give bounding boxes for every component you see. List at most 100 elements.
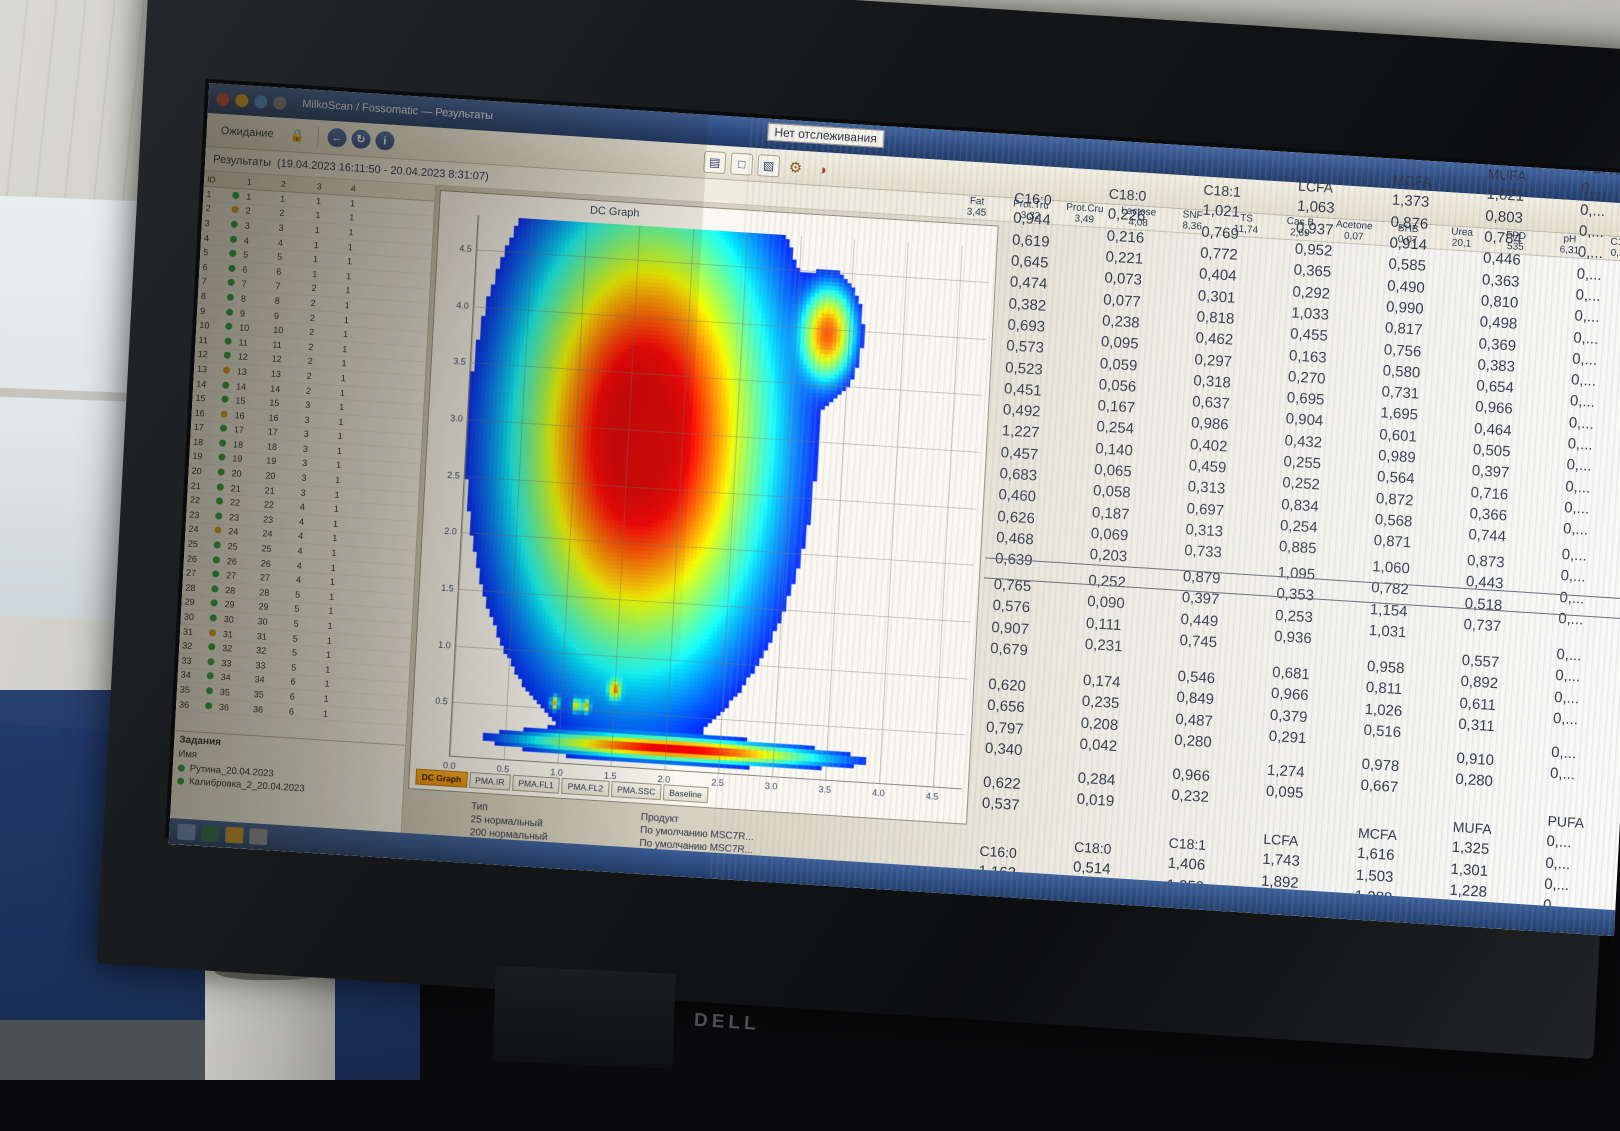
info-icon[interactable]: i bbox=[375, 131, 395, 151]
application-screen: MilkoScan / Fossomatic — Результаты Ожид… bbox=[169, 83, 1620, 936]
row-cell: 5 bbox=[274, 252, 310, 264]
monitor-brand-logo: DELL bbox=[693, 1010, 760, 1036]
row-cell: 19 bbox=[263, 456, 299, 468]
status-badge bbox=[225, 234, 242, 245]
row-cell: 17 bbox=[231, 424, 265, 436]
row-cell: 2 bbox=[308, 283, 342, 295]
row-cell: 4 bbox=[293, 560, 327, 572]
row-cell: 1 bbox=[313, 196, 347, 208]
document-icon[interactable]: □ bbox=[730, 152, 753, 175]
row-cell: 1 bbox=[335, 416, 371, 428]
status-ok-icon bbox=[177, 777, 184, 784]
row-cell: 1 bbox=[346, 212, 382, 224]
row-cell: 2 bbox=[307, 298, 341, 310]
status-badge bbox=[220, 321, 237, 332]
row-cell: 20 bbox=[228, 468, 262, 480]
tab-pma-fl2[interactable]: PMA.FL2 bbox=[561, 778, 609, 797]
row-cell: 1 bbox=[312, 210, 346, 222]
tab-pma-fl1[interactable]: PMA.FL1 bbox=[512, 775, 560, 794]
back-icon[interactable]: ← bbox=[327, 128, 347, 148]
row-id: 21 bbox=[188, 480, 212, 492]
fatty-acid-results-table[interactable]: C16:0C18:0C18:1LCFAMCFAMUFAPUFA0,9440,22… bbox=[967, 134, 1620, 936]
status-ok-icon bbox=[225, 323, 232, 330]
row-cell: 6 bbox=[286, 691, 320, 703]
status-badge bbox=[207, 569, 224, 580]
row-id: 1 bbox=[203, 189, 227, 201]
taskbar-app-3[interactable] bbox=[225, 827, 244, 844]
status-warn-icon bbox=[231, 206, 238, 213]
row-cell: 6 bbox=[239, 264, 273, 276]
report-icon[interactable]: ▧ bbox=[757, 154, 780, 177]
sample-icon[interactable]: ▤ bbox=[703, 150, 726, 173]
signal-icon[interactable]: ◑ bbox=[811, 157, 834, 180]
row-cell: 14 bbox=[233, 381, 267, 393]
row-cell: 7 bbox=[272, 281, 308, 293]
table-cell: 0,679 bbox=[980, 639, 1075, 662]
row-cell: 1 bbox=[329, 533, 365, 545]
settings-icon[interactable]: ⚙ bbox=[784, 155, 807, 178]
taskbar-app-2[interactable] bbox=[201, 825, 220, 842]
row-cell: 2 bbox=[276, 208, 312, 220]
taskbar-app-4[interactable] bbox=[249, 828, 268, 845]
tab-dc-graph[interactable]: DC Graph bbox=[415, 769, 467, 788]
row-cell: 3 bbox=[275, 223, 311, 235]
row-cell: 3 bbox=[300, 429, 334, 441]
app-icon-amber bbox=[235, 93, 249, 107]
status-ok-icon bbox=[225, 308, 232, 315]
row-cell: 33 bbox=[218, 658, 252, 670]
table-cell: 0,... bbox=[1549, 588, 1620, 611]
row-cell: 28 bbox=[222, 585, 256, 597]
row-cell: 1 bbox=[342, 285, 378, 297]
row-cell: 34 bbox=[251, 674, 287, 686]
row-cell: 1 bbox=[309, 269, 343, 281]
window-title: MilkoScan / Fossomatic — Результаты bbox=[302, 98, 493, 122]
status-badge bbox=[202, 657, 219, 668]
status-ok-icon bbox=[211, 585, 218, 592]
tab-baseline[interactable]: Baseline bbox=[663, 784, 708, 803]
row-cell: 3 bbox=[297, 487, 331, 499]
row-id: 11 bbox=[195, 334, 219, 346]
row-cell: 4 bbox=[297, 502, 331, 514]
row-cell: 5 bbox=[290, 633, 324, 645]
taskbar-app-1[interactable] bbox=[177, 823, 196, 840]
row-id: 6 bbox=[199, 262, 223, 274]
row-cell: 7 bbox=[238, 279, 272, 291]
status-badge bbox=[221, 307, 238, 318]
status-badge bbox=[203, 642, 220, 653]
row-cell: 31 bbox=[254, 631, 290, 643]
y-axis-tick-label: 2.0 bbox=[444, 526, 457, 537]
status-ok-icon bbox=[215, 512, 222, 519]
status-badge bbox=[214, 438, 231, 449]
column-header: C18:1 bbox=[1158, 834, 1253, 856]
row-cell: 35 bbox=[251, 689, 287, 701]
row-cell: 1 bbox=[345, 227, 381, 239]
table-cell: 1,021 bbox=[1476, 185, 1571, 208]
refresh-icon[interactable]: ↻ bbox=[351, 129, 371, 149]
row-cell: 1 bbox=[321, 679, 357, 691]
lock-icon[interactable]: 🔒 bbox=[286, 124, 309, 147]
status-badge bbox=[219, 336, 236, 347]
row-cell: 1 bbox=[334, 446, 370, 458]
tab-pma-ssc[interactable]: PMA.SSC bbox=[611, 781, 662, 800]
row-cell: 35 bbox=[217, 687, 251, 699]
row-cell: 16 bbox=[265, 412, 301, 424]
status-badge bbox=[219, 351, 236, 362]
status-ok-icon bbox=[209, 614, 216, 621]
status-warn-icon bbox=[220, 410, 227, 417]
grid-col-header bbox=[228, 180, 244, 181]
row-cell: 3 bbox=[300, 443, 334, 455]
row-cell: 1 bbox=[338, 373, 374, 385]
row-cell: 5 bbox=[289, 647, 323, 659]
row-cell: 2 bbox=[242, 206, 276, 218]
status-ok-icon bbox=[208, 643, 215, 650]
row-cell: 3 bbox=[299, 458, 333, 470]
row-cell: 1 bbox=[347, 198, 383, 210]
y-axis-tick-label: 1.5 bbox=[441, 583, 454, 594]
row-id: 13 bbox=[194, 364, 218, 376]
monitor-screen: MilkoScan / Fossomatic — Результаты Ожид… bbox=[169, 83, 1620, 936]
tab-pma-ir[interactable]: PMA.IR bbox=[469, 772, 511, 791]
row-cell: 15 bbox=[232, 395, 266, 407]
